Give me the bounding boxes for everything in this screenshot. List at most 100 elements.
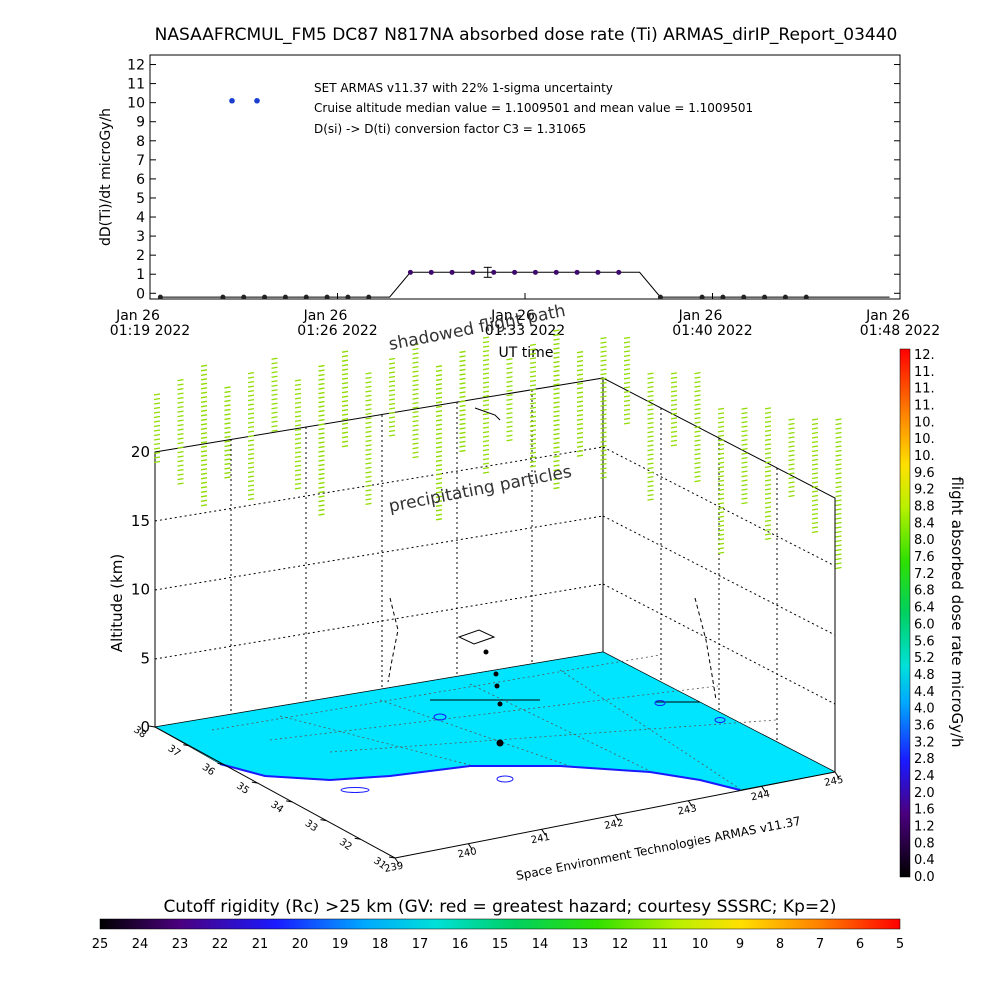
- particle-marker: [318, 486, 325, 489]
- particle-marker: [435, 518, 443, 521]
- particle-marker: [388, 380, 396, 383]
- particle-marker: [553, 365, 560, 368]
- particle-marker: [694, 394, 701, 397]
- particle-marker: [435, 405, 443, 408]
- particle-marker: [576, 405, 584, 408]
- data-point: [574, 269, 580, 275]
- particle-marker: [647, 494, 654, 497]
- surface-gridlines: [211, 654, 777, 790]
- particle-marker: [788, 476, 795, 480]
- particle-marker: [318, 508, 325, 512]
- particle-marker: [482, 430, 490, 434]
- particle-marker: [553, 437, 560, 440]
- particle-marker: [271, 429, 278, 432]
- particle-marker: [647, 489, 654, 492]
- particle-marker: [811, 458, 819, 462]
- particle-marker: [741, 488, 748, 491]
- particle-marker: [811, 422, 819, 426]
- particle-marker: [647, 431, 654, 434]
- particle-marker: [459, 445, 466, 448]
- particle-marker: [365, 493, 372, 496]
- particle-marker: [153, 456, 161, 459]
- particle-marker: [271, 402, 278, 405]
- particle-marker: [764, 479, 772, 482]
- particle-marker: [200, 391, 208, 394]
- particle-marker: [623, 336, 631, 340]
- particle-marker: [435, 437, 443, 440]
- particle-marker: [318, 427, 325, 431]
- cutoff-colorbar-tick: 11: [652, 937, 669, 952]
- particle-marker: [318, 432, 325, 435]
- particle-marker: [365, 498, 372, 501]
- particle-marker: [506, 416, 513, 419]
- particle-marker: [741, 448, 748, 451]
- particle-marker: [764, 438, 772, 442]
- particle-marker: [318, 450, 325, 453]
- particle-marker: [811, 454, 819, 457]
- particle-marker: [294, 482, 302, 486]
- particle-marker: [506, 389, 513, 392]
- particle-marker: [647, 485, 654, 488]
- particle-marker: [576, 351, 584, 354]
- particle-marker: [318, 400, 325, 404]
- particle-marker: [388, 402, 396, 406]
- particle-marker: [388, 357, 396, 361]
- particle-marker: [576, 423, 584, 426]
- particle-marker: [435, 513, 443, 516]
- dose-colorbar-tick: 8.0: [914, 533, 935, 548]
- particle-marker: [553, 401, 560, 404]
- particle-marker: [271, 407, 278, 410]
- particle-marker: [341, 386, 349, 389]
- dose-colorbar-tick: 0.0: [914, 870, 935, 885]
- dose-colorbar-tick: 5.6: [914, 634, 935, 649]
- particle-marker: [482, 340, 490, 344]
- particle-marker: [153, 442, 161, 446]
- particle-marker: [365, 484, 372, 487]
- particle-marker: [177, 401, 184, 404]
- particle-marker: [835, 517, 842, 520]
- particle-marker: [200, 387, 208, 390]
- particle-marker: [435, 365, 443, 368]
- particle-marker: [247, 376, 255, 379]
- particle-marker: [365, 394, 372, 397]
- particle-marker: [647, 440, 654, 443]
- particle-marker: [388, 371, 396, 374]
- data-point: [762, 294, 768, 300]
- particle-marker: [459, 449, 466, 453]
- particle-marker: [694, 480, 701, 483]
- particle-marker: [177, 415, 184, 418]
- particle-marker: [200, 441, 208, 444]
- data-point: [303, 294, 309, 300]
- particle-marker: [600, 436, 607, 439]
- particle-marker: [412, 402, 419, 405]
- particle-marker: [553, 473, 560, 476]
- particle-marker: [294, 451, 302, 454]
- particle-marker: [717, 439, 725, 442]
- particle-marker: [553, 410, 560, 413]
- particle-marker: [506, 376, 513, 379]
- particle-marker: [670, 444, 678, 447]
- particle-marker: [459, 413, 466, 417]
- particle-marker: [365, 453, 372, 456]
- longitude-tick-label: 243: [677, 803, 698, 817]
- particle-marker: [600, 418, 607, 421]
- particle-marker: [365, 421, 372, 424]
- particle-marker: [694, 381, 701, 384]
- particle-marker: [153, 424, 161, 428]
- particle-marker: [506, 430, 513, 433]
- particle-marker: [835, 490, 842, 493]
- particle-marker: [506, 421, 513, 424]
- particle-marker: [153, 433, 161, 437]
- particle-marker: [247, 389, 255, 393]
- particle-marker: [506, 434, 513, 437]
- particle-marker: [529, 460, 537, 464]
- particle-marker: [600, 386, 607, 389]
- particle-marker: [694, 376, 701, 379]
- particle-marker: [412, 442, 419, 445]
- particle-marker: [177, 419, 184, 422]
- particle-marker: [835, 418, 842, 421]
- particle-marker: [365, 390, 372, 393]
- particle-marker: [576, 378, 584, 381]
- particle-marker: [224, 426, 231, 430]
